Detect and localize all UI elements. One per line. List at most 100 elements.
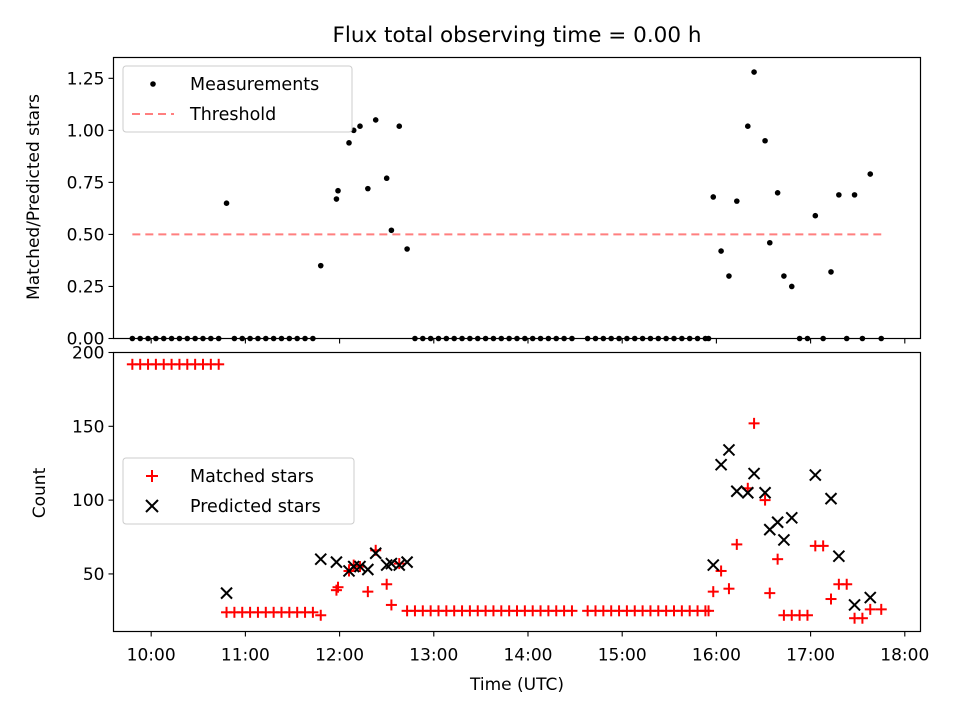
measurement-point: [744, 123, 751, 129]
measurement-point: [404, 246, 410, 252]
matched-star-point: [703, 605, 715, 617]
matched-star-point: [315, 609, 327, 621]
matched-star-point: [875, 603, 887, 615]
predicted-star-point: [353, 560, 367, 573]
top-axes-frame: [112, 56, 922, 340]
measurement-point: [346, 140, 352, 146]
predicted-star-point: [369, 547, 382, 560]
matched-star-point: [748, 417, 760, 429]
measurement-point: [867, 171, 874, 177]
bottom-legend: Matched stars Predicted stars: [122, 457, 355, 525]
top-y-ticks: 0.00 0.25 0.50 0.75 1.00 1.25: [67, 69, 114, 350]
matched-star-point: [825, 593, 837, 605]
legend-matched-label: Matched stars: [190, 467, 314, 487]
measurement-point: [365, 185, 371, 192]
measurement-point: [812, 212, 819, 219]
predicted-star-point: [832, 550, 846, 563]
bottom-x-tick-label: 13:00: [409, 646, 458, 666]
measurement-point: [836, 192, 842, 198]
bottom-axes-frame: [112, 351, 922, 633]
measurement-point: [762, 137, 768, 144]
matched-star-point: [864, 603, 876, 615]
predicted-star-point: [771, 516, 784, 529]
predicted-star-point: [220, 586, 233, 600]
measurement-point: [766, 239, 773, 246]
measurement-point: [335, 187, 341, 194]
legend-threshold-label: Threshold: [189, 105, 276, 125]
top-y-axis-label: Matched/Predicted stars: [24, 94, 44, 300]
measurement-point: [317, 262, 324, 269]
top-legend-box: [122, 65, 353, 133]
bottom-x-tick-label: 14:00: [503, 646, 552, 666]
measurement-point: [388, 227, 395, 234]
bottom-x-tick-label: 12:00: [315, 646, 364, 666]
matched-star-point: [362, 586, 374, 598]
predicted-star-point: [741, 486, 755, 499]
bottom-y-tick-label: 150: [72, 417, 104, 437]
top-y-tick-label: 1.25: [67, 69, 105, 89]
matched-star-point: [332, 581, 344, 593]
legend-predicted-label: Predicted stars: [190, 497, 321, 517]
predicted-star-point: [864, 591, 877, 604]
bottom-x-ticks: 10:00 11:00 12:00 13:00 14:00 15:00 16:00 17:00…: [127, 631, 929, 666]
predicted-star-point: [330, 555, 343, 569]
measurement-point: [851, 192, 858, 198]
predicted-star-point: [314, 552, 327, 566]
measurement-point: [396, 123, 403, 129]
measurement-point: [710, 194, 717, 200]
matched-star-point: [707, 586, 719, 598]
legend-matched-marker: [146, 470, 158, 482]
bottom-y-tick-label: 100: [72, 491, 104, 511]
bottom-legend-box: [122, 457, 355, 525]
measurement-point: [357, 123, 363, 129]
matched-star-point: [715, 565, 727, 577]
measurement-point: [333, 196, 340, 202]
bottom-x-tick-label: 18:00: [880, 646, 929, 666]
matched-star-point: [393, 558, 405, 570]
measurement-point: [734, 198, 740, 204]
predicted-star-point: [400, 555, 414, 569]
measurement-point: [781, 273, 787, 279]
bottom-x-tick-label: 10:00: [127, 646, 176, 666]
predicted-star-point: [848, 598, 861, 612]
predicted-star-point: [707, 558, 720, 572]
matched-star-point: [723, 583, 735, 595]
measurement-point: [788, 283, 795, 290]
matched-star-point: [764, 587, 776, 599]
matched-star-point: [841, 578, 853, 590]
bottom-x-tick-label: 17:00: [786, 646, 835, 666]
predicted-star-point: [785, 511, 798, 525]
top-y-tick-label: 1.00: [67, 121, 105, 141]
measurement-point: [223, 200, 230, 207]
predicted-star-point: [722, 443, 736, 457]
predicted-star-point: [809, 468, 822, 482]
matched-star-point: [566, 605, 578, 617]
bottom-y-tick-label: 50: [83, 565, 105, 585]
matched-star-point: [213, 358, 225, 370]
matched-star-point: [731, 538, 743, 550]
matched-star-point: [381, 578, 393, 590]
bottom-x-axis-label: Time (UTC): [469, 675, 564, 695]
top-y-tick-label: 0.75: [67, 173, 105, 193]
legend-measurements-marker: [150, 81, 156, 87]
bottom-x-tick-label: 11:00: [221, 646, 270, 666]
top-y-tick-label: 0.25: [67, 277, 105, 297]
measurement-point: [774, 189, 781, 196]
predicted-star-point: [758, 486, 772, 499]
top-y-tick-label: 0.50: [67, 225, 105, 245]
top-data-layer: [129, 69, 885, 342]
top-y-tick-label: 0.00: [67, 330, 105, 350]
measurement-point: [372, 117, 379, 123]
matched-star-point: [772, 553, 784, 565]
predicted-star-point: [730, 485, 744, 498]
legend-measurements-label: Measurements: [190, 75, 319, 95]
matched-star-point: [307, 606, 319, 618]
measurement-point: [751, 69, 757, 75]
matched-star-point: [801, 609, 813, 621]
predicted-star-point: [393, 558, 406, 572]
top-panel: 0.00 0.25 0.50 0.75 1.00 1.25 Matched/Predict…: [24, 56, 922, 350]
legend-predicted-marker: [145, 499, 159, 513]
bottom-y-axis-label: Count: [30, 467, 50, 518]
predicted-star-point: [747, 467, 761, 480]
measurement-point: [383, 175, 390, 182]
